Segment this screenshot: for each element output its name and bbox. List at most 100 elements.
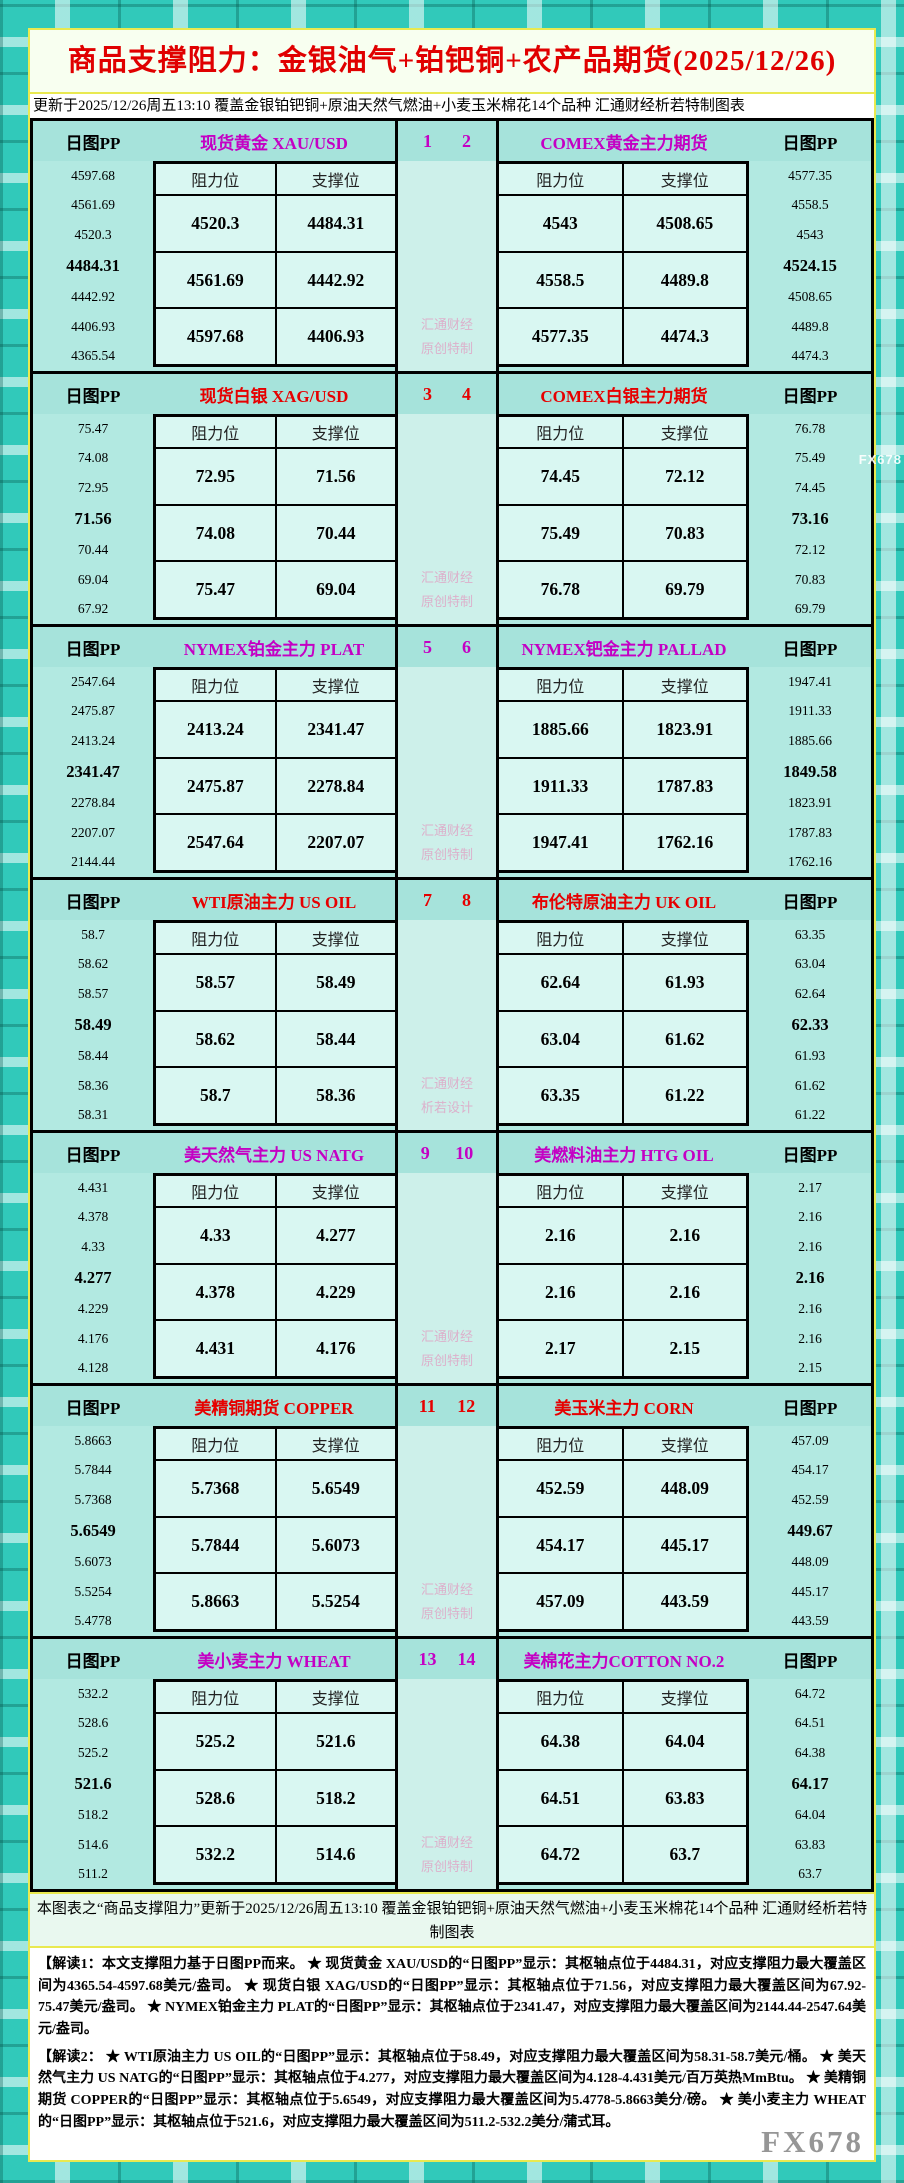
table-row: 58.57 58.49 bbox=[156, 955, 395, 1010]
table-row: 4543 4508.65 bbox=[499, 196, 746, 251]
resistance-value: 532.2 bbox=[156, 1827, 277, 1883]
table-row: 75.47 69.04 bbox=[156, 560, 395, 618]
support-value: 443.59 bbox=[660, 1591, 709, 1612]
pp-value: 454.17 bbox=[791, 1462, 829, 1478]
table-row: 1911.33 1787.83 bbox=[499, 756, 746, 814]
right-pp-values: 2.17 2.16 2.16 2.16 2.16 2.16 2.15 bbox=[749, 1173, 871, 1383]
left-instrument-title: 现货白银 XAG/USD bbox=[153, 374, 395, 414]
support-value: 445.17 bbox=[660, 1534, 709, 1555]
pp-value: 74.45 bbox=[794, 479, 826, 495]
pp-value: 1885.66 bbox=[788, 732, 832, 748]
resistance-value: 5.8663 bbox=[156, 1574, 277, 1630]
pp-value: 1787.83 bbox=[788, 824, 832, 840]
pp-header-right: 日图PP bbox=[749, 627, 871, 667]
right-instrument-title: COMEX白银主力期货 bbox=[499, 374, 749, 414]
support-value: 70.44 bbox=[316, 522, 356, 543]
pp-header-left: 日图PP bbox=[33, 1639, 153, 1679]
right-rs-table: 阻力位 支撑位 64.38 64.04 64.51 63.83 64.72 63… bbox=[499, 1679, 749, 1889]
pp-value: 75.47 bbox=[77, 420, 109, 436]
site-watermark: 汇通财经 原创特制 bbox=[398, 1325, 496, 1373]
left-rs-table: 阻力位 支撑位 4.33 4.277 4.378 4.229 4.431 4.1… bbox=[153, 1173, 395, 1383]
resistance-value: 2.16 bbox=[499, 1208, 624, 1263]
pp-header-right: 日图PP bbox=[749, 1386, 871, 1426]
support-value: 448.09 bbox=[660, 1477, 709, 1498]
pp-value: 2.16 bbox=[798, 1301, 822, 1317]
pp-header-left: 日图PP bbox=[33, 1386, 153, 1426]
pp-value: 518.2 bbox=[77, 1807, 109, 1823]
site-watermark: 汇通财经 原创特制 bbox=[398, 566, 496, 614]
pair-number-left: 11 bbox=[418, 1395, 436, 1416]
pp-value: 63.35 bbox=[794, 926, 826, 942]
support-value: 61.93 bbox=[665, 971, 705, 992]
content-panel: 商品支撑阻力：金银油气+铂钯铜+农产品期货(2025/12/26) 更新于202… bbox=[28, 28, 876, 2162]
pp-value: 61.62 bbox=[794, 1077, 826, 1093]
support-value: 518.2 bbox=[316, 1787, 356, 1808]
pp-value: 63.7 bbox=[798, 1866, 822, 1882]
support-header: 支撑位 bbox=[311, 426, 360, 443]
left-rs-table: 阻力位 支撑位 5.7368 5.6549 5.7844 5.6073 5.86… bbox=[153, 1426, 395, 1636]
watermark-credit-line: 原创特制 bbox=[420, 1859, 473, 1874]
table-row: 64.72 63.7 bbox=[499, 1825, 746, 1883]
watermark-cell: 汇通财经 原创特制 bbox=[395, 1426, 499, 1636]
right-pp-values: 457.09 454.17 452.59 449.67 448.09 445.1… bbox=[749, 1426, 871, 1636]
table-row: 2475.87 2278.84 bbox=[156, 756, 395, 814]
table-row: 1885.66 1823.91 bbox=[499, 702, 746, 757]
commodity-block: 日图PP 现货白银 XAG/USD 3 4 COMEX白银主力期货 日图PP 7… bbox=[33, 374, 871, 627]
pp-value: 58.44 bbox=[77, 1048, 109, 1064]
fx678-side-watermark: FX678 bbox=[858, 452, 902, 467]
table-row: 2413.24 2341.47 bbox=[156, 702, 395, 757]
support-value: 61.62 bbox=[665, 1028, 705, 1049]
resistance-value: 4543 bbox=[499, 196, 624, 251]
resistance-header: 阻力位 bbox=[156, 1429, 277, 1459]
left-rs-table: 阻力位 支撑位 525.2 521.6 528.6 518.2 532.2 51… bbox=[153, 1679, 395, 1889]
pp-header-left: 日图PP bbox=[33, 121, 153, 161]
watermark-brand-line: 汇通财经 bbox=[420, 823, 473, 838]
commodity-block: 日图PP 现货黄金 XAU/USD 1 2 COMEX黄金主力期货 日图PP 4… bbox=[33, 121, 871, 374]
table-row: 2.17 2.15 bbox=[499, 1319, 746, 1377]
left-pp-values: 2547.64 2475.87 2413.24 2341.47 2278.84 … bbox=[33, 667, 153, 877]
resistance-value: 63.04 bbox=[499, 1011, 624, 1067]
left-instrument-title: 美小麦主力 WHEAT bbox=[153, 1639, 395, 1679]
watermark-cell: 汇通财经 原创特制 bbox=[395, 161, 499, 371]
pp-pivot-value: 58.49 bbox=[74, 1014, 112, 1034]
support-value: 72.12 bbox=[665, 465, 705, 486]
pp-value: 4561.69 bbox=[71, 197, 115, 213]
resistance-value: 2.17 bbox=[499, 1321, 624, 1377]
pp-value: 61.22 bbox=[794, 1107, 826, 1123]
support-value: 4484.31 bbox=[307, 212, 365, 233]
table-row: 4558.5 4489.8 bbox=[499, 250, 746, 308]
table-row: 74.45 72.12 bbox=[499, 449, 746, 504]
pp-value: 1947.41 bbox=[788, 673, 832, 689]
pp-value: 1911.33 bbox=[788, 703, 832, 719]
pp-value: 5.8663 bbox=[74, 1432, 112, 1448]
pp-value: 58.7 bbox=[81, 926, 105, 942]
left-rs-table: 阻力位 支撑位 58.57 58.49 58.62 58.44 58.7 58.… bbox=[153, 920, 395, 1130]
resistance-value: 457.09 bbox=[499, 1574, 624, 1630]
pp-value: 58.62 bbox=[77, 956, 109, 972]
resistance-value: 74.08 bbox=[156, 505, 277, 561]
support-value: 69.04 bbox=[316, 579, 356, 600]
resistance-value: 62.64 bbox=[499, 955, 624, 1010]
support-value: 63.7 bbox=[669, 1844, 701, 1865]
table-row: 62.64 61.93 bbox=[499, 955, 746, 1010]
left-instrument-title: 美精铜期货 COPPER bbox=[153, 1386, 395, 1426]
pp-value: 64.38 bbox=[794, 1744, 826, 1760]
pair-numbers: 9 10 bbox=[395, 1133, 499, 1173]
pp-value: 64.51 bbox=[794, 1715, 826, 1731]
notes-panel: 【解读1：本文支撑阻力基于日图PP而来。 ★ 现货黄金 XAU/USD的“日图P… bbox=[30, 1948, 874, 2160]
resistance-value: 452.59 bbox=[499, 1461, 624, 1516]
left-pp-values: 4.431 4.378 4.33 4.277 4.229 4.176 4.128 bbox=[33, 1173, 153, 1383]
support-header: 支撑位 bbox=[660, 1185, 709, 1202]
pp-value: 74.08 bbox=[77, 450, 109, 466]
resistance-value: 72.95 bbox=[156, 449, 277, 504]
resistance-header: 阻力位 bbox=[499, 1176, 624, 1206]
support-value: 4442.92 bbox=[307, 269, 365, 290]
resistance-value: 1911.33 bbox=[499, 758, 624, 814]
right-pp-values: 63.35 63.04 62.64 62.33 61.93 61.62 61.2… bbox=[749, 920, 871, 1130]
support-value: 58.49 bbox=[316, 971, 356, 992]
resistance-header: 阻力位 bbox=[499, 923, 624, 953]
pp-value: 4489.8 bbox=[791, 318, 829, 334]
pp-value: 4.176 bbox=[77, 1330, 109, 1346]
pair-number-right: 12 bbox=[457, 1395, 476, 1416]
pair-number-left: 3 bbox=[423, 383, 432, 404]
